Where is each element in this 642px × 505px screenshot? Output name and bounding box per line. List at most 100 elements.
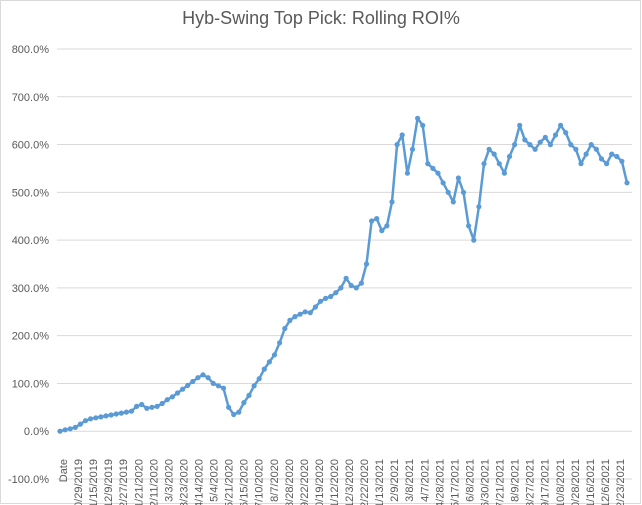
data-point: [62, 427, 68, 433]
x-tick-label: 3/8/2021: [404, 459, 416, 502]
data-point: [195, 375, 201, 381]
data-point: [619, 158, 625, 164]
series-layer: [57, 115, 630, 434]
data-point: [72, 424, 78, 430]
data-point: [506, 153, 513, 160]
data-point: [369, 218, 375, 224]
data-point: [282, 325, 288, 332]
data-point: [338, 285, 344, 291]
data-point: [118, 410, 124, 416]
data-point: [379, 228, 385, 234]
x-tick-label: 11/12/2020: [329, 459, 341, 505]
data-point: [328, 293, 334, 300]
data-point: [266, 359, 272, 365]
x-tick-label: 1/21/2020: [133, 459, 145, 505]
data-point: [246, 392, 252, 398]
data-point: [348, 282, 354, 289]
data-point: [149, 404, 155, 410]
data-point: [271, 352, 278, 358]
x-tick-label: 11/15/2019: [88, 459, 100, 505]
data-point: [190, 378, 196, 385]
x-tick-label: 8/27/2021: [525, 459, 537, 505]
data-point: [415, 115, 421, 121]
data-point: [466, 223, 472, 229]
data-point: [307, 310, 313, 316]
data-point: [455, 175, 461, 181]
data-point: [317, 298, 324, 304]
y-tick-label: 400.0%: [12, 235, 50, 247]
data-point: [496, 161, 502, 167]
data-point: [471, 237, 477, 243]
y-tick-label: 300.0%: [12, 283, 50, 295]
data-point: [226, 404, 232, 410]
x-tick-label: 5/4/2020: [209, 459, 221, 502]
data-point: [82, 418, 89, 424]
data-point: [261, 366, 267, 372]
y-tick-label: 0.0%: [24, 426, 49, 438]
data-point: [323, 295, 329, 301]
data-point: [241, 400, 247, 406]
data-point: [210, 380, 216, 386]
gridlines: [57, 48, 632, 480]
x-tick-label: 8/9/2021: [510, 459, 522, 502]
data-point: [159, 400, 165, 407]
data-point: [527, 142, 533, 148]
data-point: [93, 415, 99, 421]
x-tick-label: 3/23/2020: [178, 459, 190, 505]
data-point: [251, 383, 257, 389]
data-point: [593, 146, 600, 152]
data-point: [420, 122, 426, 128]
data-point: [169, 394, 175, 400]
data-point: [174, 390, 181, 396]
x-tick-label: 4/14/2020: [193, 459, 205, 505]
y-tick-label: -100.0%: [8, 474, 49, 486]
data-point: [103, 413, 109, 419]
x-tick-label: 4/28/2021: [434, 459, 446, 505]
data-point: [220, 385, 227, 391]
x-tick-label: 6/30/2021: [480, 459, 492, 505]
y-tick-label: 600.0%: [12, 140, 50, 152]
data-point: [614, 153, 620, 160]
x-tick-label: 2/9/2021: [389, 459, 401, 502]
x-tick-label: 12/23/2021: [615, 459, 627, 505]
data-point: [128, 408, 135, 414]
x-tick-label: 11/16/2021: [585, 459, 597, 505]
x-tick-label: 12/6/2021: [600, 459, 612, 505]
y-tick-label: 100.0%: [12, 378, 50, 390]
x-tick-label: 8/28/2020: [284, 459, 296, 505]
data-point: [460, 189, 467, 195]
data-point: [583, 151, 589, 157]
data-point: [624, 180, 630, 186]
data-point: [108, 412, 114, 418]
data-point: [231, 411, 237, 418]
data-point: [501, 170, 507, 176]
data-point: [389, 199, 395, 205]
data-point: [481, 161, 487, 167]
data-point: [333, 290, 339, 296]
data-point: [598, 156, 605, 162]
x-tick-label: 10/28/2021: [570, 459, 582, 505]
chart-title: Hyb-Swing Top Pick: Rolling ROI%: [182, 8, 460, 28]
x-tick-label: 9/22/2020: [299, 459, 311, 505]
x-axis-first-label: Date: [58, 459, 70, 482]
data-point: [425, 161, 431, 167]
data-point: [77, 421, 83, 427]
data-point: [491, 151, 497, 157]
data-point: [558, 122, 564, 128]
data-point: [123, 409, 129, 415]
data-point: [374, 216, 380, 222]
data-point: [542, 134, 548, 140]
data-point: [139, 401, 145, 408]
data-point: [430, 165, 436, 171]
data-point: [511, 142, 518, 148]
data-point: [409, 146, 416, 152]
data-point: [287, 317, 293, 323]
data-point: [404, 170, 410, 176]
x-tick-label: 7/10/2020: [254, 459, 266, 505]
data-point: [200, 372, 206, 378]
data-point: [67, 426, 73, 432]
data-point: [604, 161, 610, 167]
data-point: [292, 314, 298, 320]
